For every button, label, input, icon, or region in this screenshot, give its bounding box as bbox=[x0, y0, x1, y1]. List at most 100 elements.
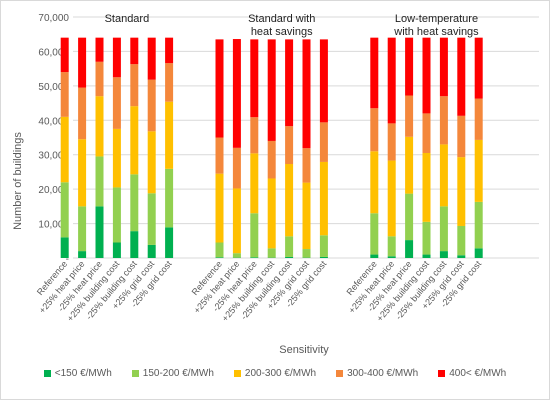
bar-segment bbox=[320, 39, 328, 122]
bar-segment bbox=[113, 38, 121, 78]
bar-segment bbox=[165, 169, 173, 228]
bar-segment bbox=[475, 38, 483, 99]
legend-label: 400< €/MWh bbox=[449, 368, 506, 379]
bar-segment bbox=[130, 106, 138, 174]
bar-segment bbox=[423, 222, 431, 255]
bar-segment bbox=[440, 38, 448, 97]
bar-segment bbox=[388, 161, 396, 237]
legend-label: <150 €/MWh bbox=[55, 368, 112, 379]
bar-segment bbox=[268, 39, 276, 141]
bar-segment bbox=[250, 39, 258, 117]
bar-segment bbox=[250, 153, 258, 213]
bar-segment bbox=[130, 64, 138, 106]
bar-segment bbox=[61, 237, 69, 258]
bar-segment bbox=[130, 38, 138, 65]
legend-swatch bbox=[44, 370, 51, 377]
bar-segment bbox=[370, 213, 378, 254]
bar-segment bbox=[250, 117, 258, 153]
bar-segment bbox=[457, 38, 465, 116]
bar-segment bbox=[78, 88, 86, 140]
bar-segment bbox=[78, 206, 86, 251]
x-axis-ticks: Reference+25% heat price-25% heat price+… bbox=[35, 258, 484, 323]
bar-segment bbox=[216, 138, 224, 174]
bar-segment bbox=[216, 257, 224, 258]
bar-segment bbox=[96, 156, 104, 206]
bar-segment bbox=[370, 38, 378, 109]
y-tick-label: 70,000 bbox=[38, 13, 69, 24]
bar-segment bbox=[96, 206, 104, 258]
bar-segment bbox=[370, 255, 378, 258]
bar-segment bbox=[78, 251, 86, 258]
bar-segment bbox=[233, 188, 241, 253]
bar-segment bbox=[303, 249, 311, 258]
bar-segment bbox=[96, 96, 104, 156]
bar-segment bbox=[250, 213, 258, 257]
bar-segment bbox=[148, 193, 156, 245]
bar-segment bbox=[405, 194, 413, 240]
bar-segment bbox=[216, 174, 224, 243]
legend-item: 200-300 €/MWh bbox=[234, 368, 316, 379]
bars bbox=[61, 38, 483, 258]
bar-segment bbox=[61, 38, 69, 72]
bar-segment bbox=[475, 202, 483, 248]
bar-segment bbox=[405, 240, 413, 258]
bar-segment bbox=[303, 39, 311, 148]
bar-segment bbox=[405, 137, 413, 194]
bar-segment bbox=[457, 157, 465, 226]
legend-swatch bbox=[438, 370, 445, 377]
bar-segment bbox=[268, 178, 276, 248]
legend-swatch bbox=[336, 370, 343, 377]
legend-label: 150-200 €/MWh bbox=[143, 368, 214, 379]
bar-segment bbox=[405, 95, 413, 136]
bar-segment bbox=[61, 117, 69, 182]
bar-segment bbox=[148, 80, 156, 132]
bar-segment bbox=[303, 148, 311, 182]
legend-item: 150-200 €/MWh bbox=[132, 368, 214, 379]
bar-segment bbox=[440, 144, 448, 206]
bar-segment bbox=[440, 206, 448, 251]
group-label: Standard bbox=[105, 13, 150, 25]
bar-segment bbox=[320, 162, 328, 235]
bar-segment bbox=[165, 227, 173, 258]
bar-segment bbox=[233, 148, 241, 189]
bar-segment bbox=[423, 113, 431, 153]
bar-segment bbox=[233, 39, 241, 148]
legend-label: 300-400 €/MWh bbox=[347, 368, 418, 379]
bar-segment bbox=[216, 243, 224, 258]
bar-segment bbox=[96, 62, 104, 96]
bar-segment bbox=[78, 38, 86, 88]
legend-label: 200-300 €/MWh bbox=[245, 368, 316, 379]
bar-segment bbox=[130, 231, 138, 258]
bar-segment bbox=[61, 72, 69, 117]
bar-segment bbox=[113, 243, 121, 258]
bar-segment bbox=[475, 140, 483, 202]
bar-segment bbox=[370, 151, 378, 213]
legend-item: 300-400 €/MWh bbox=[336, 368, 418, 379]
bar-segment bbox=[440, 251, 448, 258]
bar-segment bbox=[113, 129, 121, 188]
bar-segment bbox=[370, 108, 378, 151]
bar-segment bbox=[285, 126, 293, 164]
legend-swatch bbox=[132, 370, 139, 377]
bar-segment bbox=[320, 235, 328, 257]
bar-segment bbox=[216, 39, 224, 137]
bar-segment bbox=[148, 245, 156, 258]
bar-segment bbox=[113, 77, 121, 129]
bar-segment bbox=[250, 257, 258, 258]
bar-segment bbox=[78, 139, 86, 206]
x-axis-title: Sensitivity bbox=[279, 344, 329, 356]
bar-segment bbox=[165, 63, 173, 102]
bar-segment bbox=[113, 187, 121, 242]
bar-segment bbox=[303, 183, 311, 249]
bar-segment bbox=[388, 123, 396, 160]
legend-item: <150 €/MWh bbox=[44, 368, 112, 379]
bar-segment bbox=[165, 102, 173, 169]
bar-segment bbox=[388, 236, 396, 256]
bar-segment bbox=[388, 256, 396, 258]
bar-segment bbox=[388, 38, 396, 124]
bar-segment bbox=[475, 99, 483, 140]
